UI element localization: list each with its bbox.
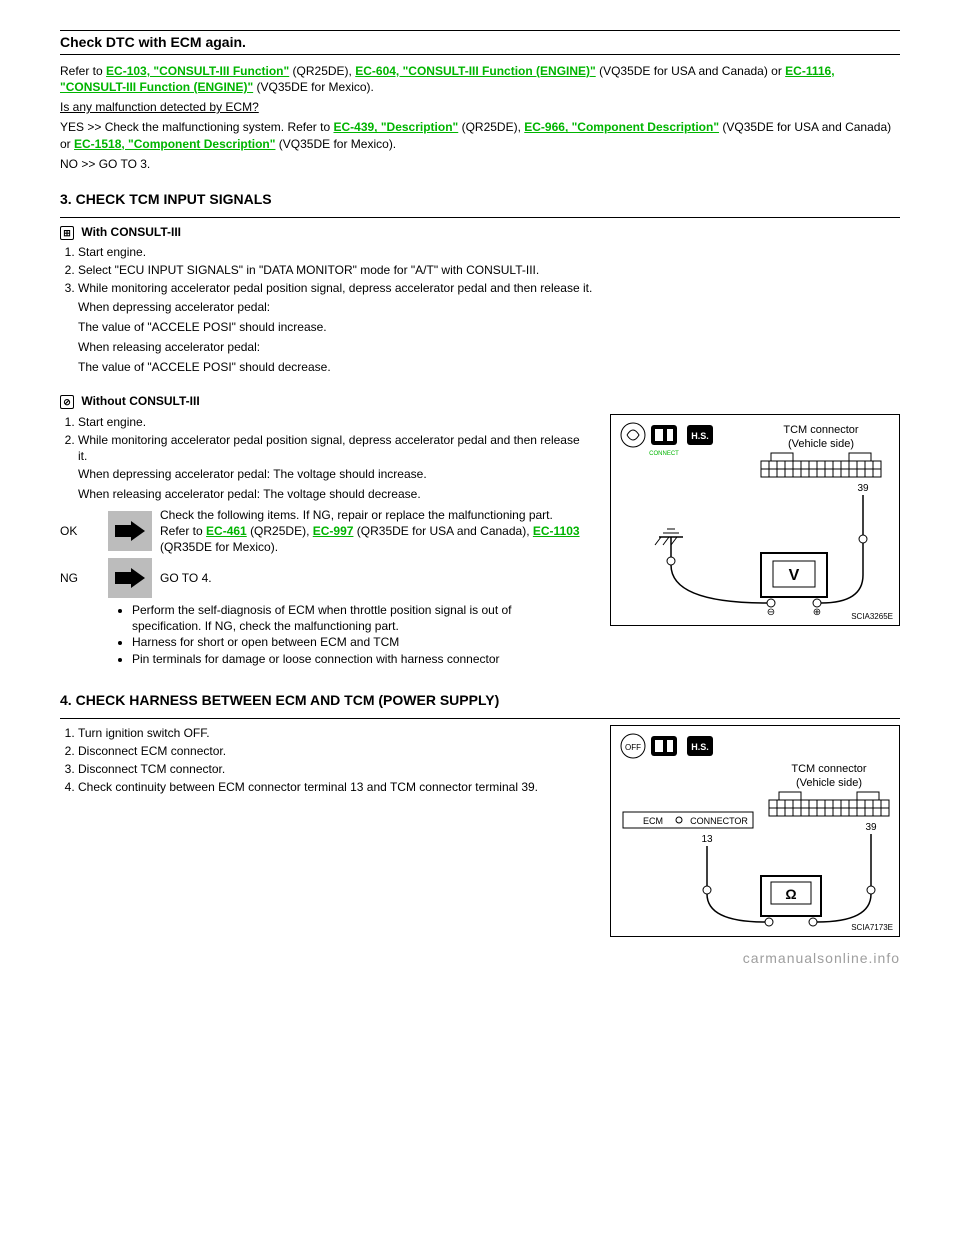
link-ec103[interactable]: EC-103, "CONSULT-III Function" — [106, 64, 289, 78]
ok-label: OK — [60, 523, 108, 539]
list-item: Pin terminals for damage or loose connec… — [132, 651, 580, 667]
section-title-3: 3. CHECK TCM INPUT SIGNALS — [60, 190, 900, 209]
num: 4. — [60, 692, 72, 708]
link-ec461[interactable]: EC-461 — [206, 524, 247, 538]
ok-row: OK Check the following items. If NG, rep… — [60, 507, 580, 556]
yes-text: >> Check the malfunctioning system. Refe… — [87, 120, 333, 134]
no-text: >> GO TO 3. — [81, 157, 150, 171]
text: (VQ35DE for Mexico). — [257, 80, 374, 94]
depress-text: When depressing accelerator pedal: The v… — [78, 466, 580, 482]
with-consult-label: With CONSULT-III — [81, 225, 181, 239]
check4-steps: Turn ignition switch OFF. Disconnect ECM… — [60, 725, 580, 796]
ng-row: NG GO TO 4. — [60, 558, 580, 598]
diagram-1: CONNECT H.S. TCM connector (Vehicle side… — [610, 414, 900, 626]
diagram-2: OFF H.S. TCM connector (Vehicle side) — [610, 725, 900, 937]
svg-text:13: 13 — [701, 834, 713, 845]
text: Refer to — [60, 64, 106, 78]
link-ec1518[interactable]: EC-1518, "Component Description" — [74, 137, 275, 151]
svg-text:H.S.: H.S. — [691, 742, 709, 752]
list-item: Disconnect TCM connector. — [78, 761, 580, 777]
check3-steps: Start engine. Select "ECU INPUT SIGNALS"… — [60, 244, 900, 297]
link-ec604[interactable]: EC-604, "CONSULT-III Function (ENGINE)" — [355, 64, 596, 78]
link-ec1103[interactable]: EC-1103 — [533, 524, 580, 538]
list-item: Disconnect ECM connector. — [78, 743, 580, 759]
text: The value of "ACCELE POSI" should decrea… — [78, 360, 331, 374]
release-row: When releasing accelerator pedal: — [78, 339, 900, 355]
num: 3. — [60, 191, 72, 207]
no-consult-icon: ⊘ — [60, 395, 74, 409]
section-title-4: 4. CHECK HARNESS BETWEEN ECM AND TCM (PO… — [60, 691, 900, 710]
no-label: NO — [60, 157, 78, 171]
text: (QR25DE), — [462, 120, 525, 134]
section-title-check-dtc: Check DTC with ECM again. — [60, 30, 900, 55]
text: The value of "ACCELE POSI" should increa… — [78, 320, 327, 334]
title: CHECK TCM INPUT SIGNALS — [76, 191, 272, 207]
question-text: Is any malfunction detected by ECM? — [60, 100, 259, 114]
depress-row2: The value of "ACCELE POSI" should increa… — [78, 319, 900, 335]
ng-text: GO TO 4. — [160, 570, 580, 586]
without-consult-head: ⊘ Without CONSULT-III — [60, 393, 900, 409]
text: (QR35DE for USA and Canada), — [357, 524, 533, 538]
svg-text:V: V — [789, 567, 800, 584]
release-text: When releasing accelerator pedal: The vo… — [78, 486, 580, 502]
svg-text:ECM: ECM — [643, 816, 663, 826]
list-item: Check continuity between ECM connector t… — [78, 779, 580, 795]
consult-icon: ⊞ — [60, 226, 74, 240]
depress-row: When depressing accelerator pedal: — [78, 299, 900, 315]
ng-label: NG — [60, 570, 108, 586]
svg-text:39: 39 — [865, 822, 877, 833]
list-item: While monitoring accelerator pedal posit… — [78, 432, 580, 464]
check1-no: NO >> GO TO 3. — [60, 156, 900, 172]
with-consult-head: ⊞ With CONSULT-III — [60, 224, 900, 240]
svg-text:OFF: OFF — [625, 743, 641, 752]
check1-question: Is any malfunction detected by ECM? — [60, 99, 900, 115]
list-item: Select "ECU INPUT SIGNALS" in "DATA MONI… — [78, 262, 900, 278]
text: (QR35DE for Mexico). — [160, 540, 278, 554]
list-item: Start engine. — [78, 244, 900, 260]
svg-text:(Vehicle side): (Vehicle side) — [788, 438, 854, 450]
svg-text:CONNECT: CONNECT — [649, 451, 679, 457]
svg-text:⊖: ⊖ — [767, 607, 775, 618]
text: (QR25DE), — [250, 524, 313, 538]
svg-text:TCM connector: TCM connector — [791, 763, 867, 775]
ok-text: Check the following items. If NG, repair… — [160, 507, 580, 556]
diagram1-caption: SCIA3265E — [851, 612, 893, 623]
arrow-icon — [108, 511, 152, 551]
svg-text:TCM connector: TCM connector — [783, 424, 859, 436]
svg-text:39: 39 — [857, 483, 869, 494]
diagram2-caption: SCIA7173E — [851, 923, 893, 934]
title: CHECK HARNESS BETWEEN ECM AND TCM (POWER… — [76, 692, 500, 708]
yes-label: YES — [60, 120, 84, 134]
release-row2: The value of "ACCELE POSI" should decrea… — [78, 359, 900, 375]
svg-text:H.S.: H.S. — [691, 431, 709, 441]
svg-text:(Vehicle side): (Vehicle side) — [796, 777, 862, 789]
ok-bullets: Perform the self-diagnosis of ECM when t… — [60, 602, 580, 667]
check1-yes: YES >> Check the malfunctioning system. … — [60, 119, 900, 151]
arrow-icon — [108, 558, 152, 598]
link-ec439[interactable]: EC-439, "Description" — [333, 120, 458, 134]
text: (QR25DE), — [293, 64, 356, 78]
text: (VQ35DE for USA and Canada) or — [599, 64, 785, 78]
list-item: While monitoring accelerator pedal posit… — [78, 280, 900, 296]
text: (VQ35DE for Mexico). — [279, 137, 396, 151]
check1-line1: Refer to EC-103, "CONSULT-III Function" … — [60, 63, 900, 95]
text: When depressing accelerator pedal: — [78, 300, 270, 314]
list-item: Harness for short or open between ECM an… — [132, 634, 580, 650]
without-consult-label: Without CONSULT-III — [81, 394, 199, 408]
svg-text:⊕: ⊕ — [813, 607, 821, 618]
text: When releasing accelerator pedal: — [78, 340, 260, 354]
list-item: Perform the self-diagnosis of ECM when t… — [132, 602, 580, 634]
list-item: Start engine. — [78, 414, 580, 430]
list-item: Turn ignition switch OFF. — [78, 725, 580, 741]
link-ec966[interactable]: EC-966, "Component Description" — [524, 120, 719, 134]
svg-text:CONNECTOR: CONNECTOR — [690, 816, 748, 826]
check3b-steps: Start engine. While monitoring accelerat… — [60, 414, 580, 465]
svg-text:Ω: Ω — [785, 886, 796, 902]
watermark: carmanualsonline.info — [60, 949, 900, 968]
link-ec997[interactable]: EC-997 — [313, 524, 354, 538]
